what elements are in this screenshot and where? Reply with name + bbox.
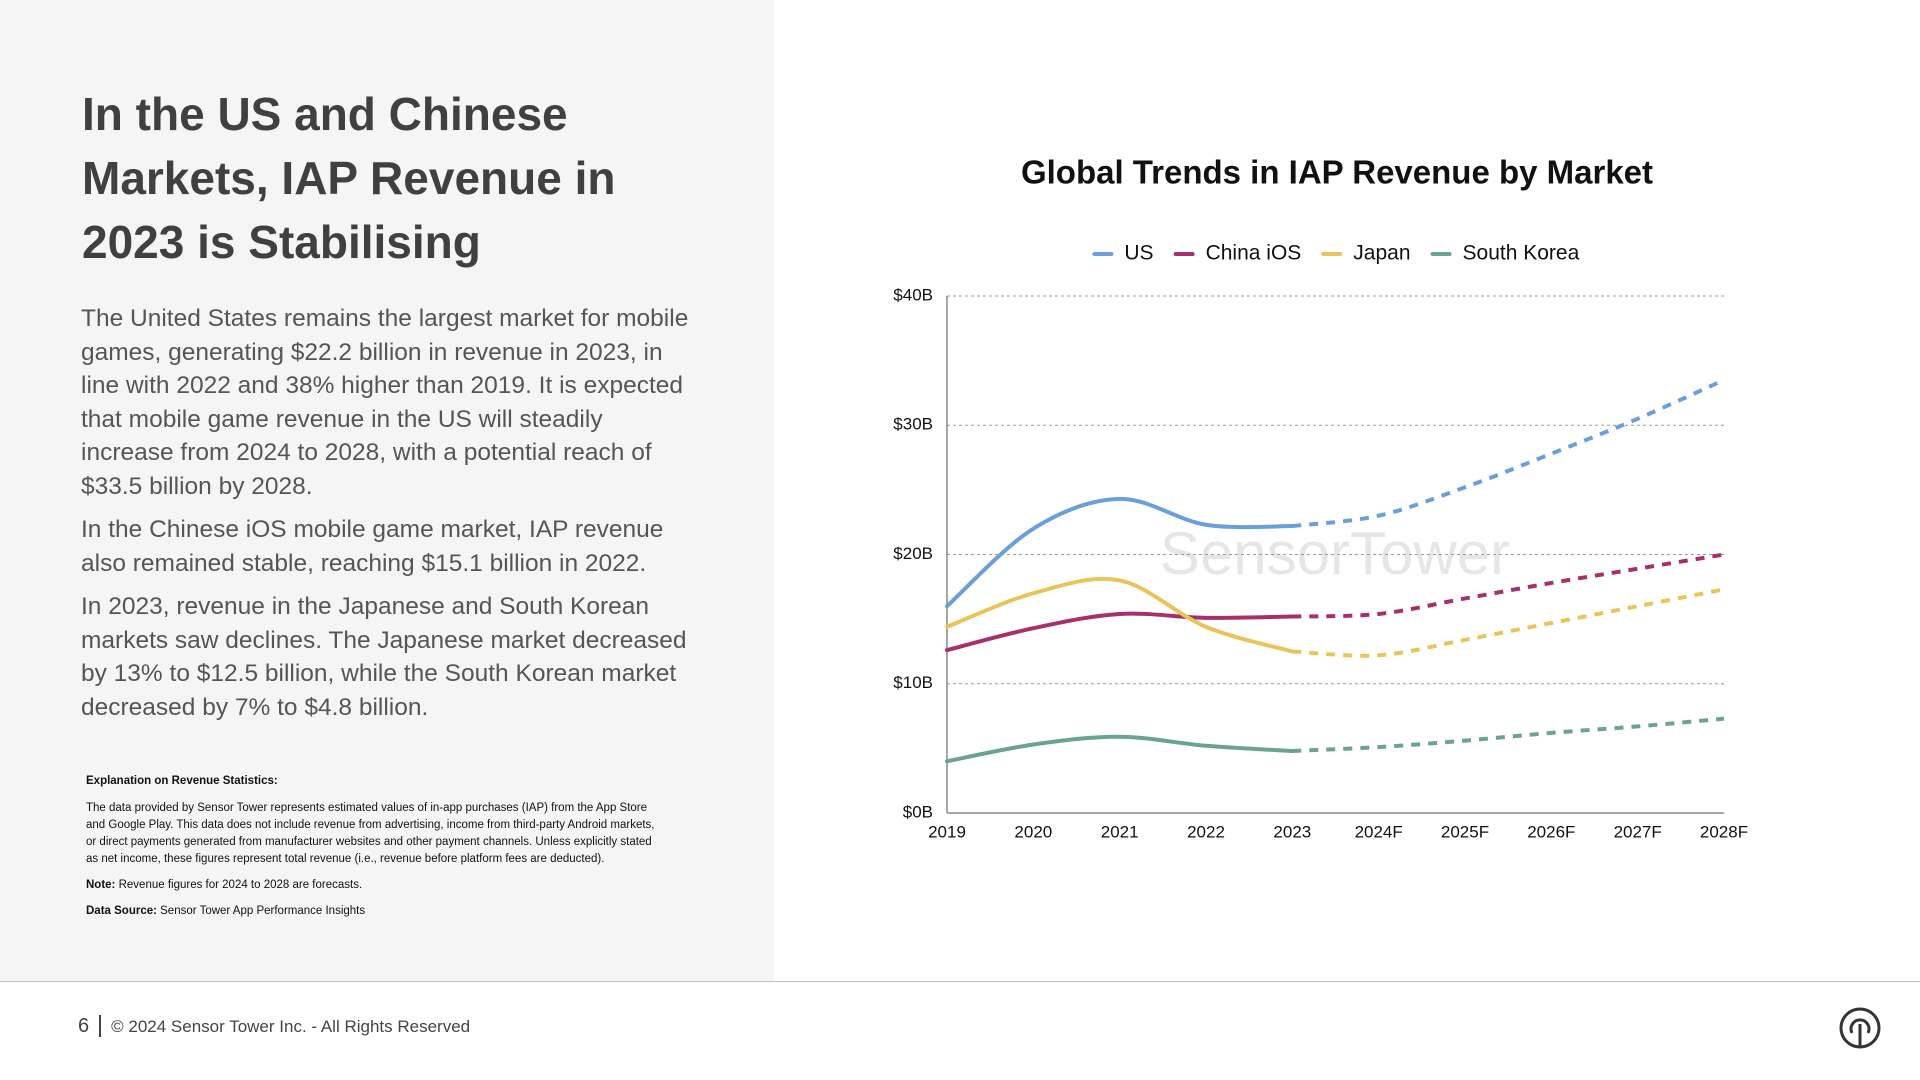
series-line (945, 496, 1295, 609)
legend-label: US (1124, 242, 1153, 265)
y-tick-label: $40B (893, 285, 933, 304)
paragraph: In 2023, revenue in the Japanese and Sou… (81, 593, 687, 721)
series-line (945, 576, 1295, 654)
footer: 6 © 2024 Sensor Tower Inc. - All Rights R… (78, 1015, 470, 1038)
series-line-forecast (1292, 552, 1725, 619)
series-line (945, 611, 1295, 653)
y-tick-label: $20B (893, 544, 933, 563)
legend-label: Japan (1353, 242, 1410, 265)
series-line (945, 734, 1295, 764)
series-line-forecast (1292, 587, 1725, 658)
x-tick-label: 2028F (1700, 822, 1748, 841)
y-tick-label: $30B (893, 415, 933, 434)
chart-title: Global Trends in IAP Revenue by Market (1021, 154, 1653, 191)
watermark: SensorTower (1160, 520, 1510, 587)
x-tick-label: 2024F (1355, 822, 1403, 841)
x-tick-label: 2027F (1614, 822, 1662, 841)
notes-text: The data provided by Sensor Tower repres… (86, 802, 655, 865)
x-tick-label: 2023 (1273, 822, 1311, 841)
series-line-forecast (1292, 716, 1725, 753)
x-tick-label: 2021 (1101, 822, 1139, 841)
x-tick-label: 2026F (1527, 822, 1575, 841)
legend-label: China iOS (1206, 242, 1302, 265)
note-text: Revenue figures for 2024 to 2028 are for… (118, 879, 363, 891)
heading: In the US and Chinese Markets, IAP Reven… (82, 88, 616, 268)
y-tick-label: $0B (903, 802, 933, 821)
series-line-forecast (1292, 378, 1725, 529)
notes-heading: Explanation on Revenue Statistics: (86, 775, 278, 787)
source-text: Sensor Tower App Performance Insights (160, 905, 366, 917)
legend-label: South Korea (1463, 242, 1580, 265)
source-label: Data Source: (86, 905, 157, 917)
paragraph: The United States remains the largest ma… (81, 305, 689, 500)
body-text: The United States remains the largest ma… (81, 302, 701, 734)
notes: Explanation on Revenue Statistics: The d… (86, 773, 656, 929)
footer-rule (0, 981, 1920, 982)
x-tick-label: 2020 (1014, 822, 1052, 841)
note: Note: Revenue figures for 2024 to 2028 a… (86, 877, 656, 894)
note-label: Note: (86, 879, 116, 891)
paragraph: In the Chinese iOS mobile game market, I… (81, 516, 664, 577)
copyright: © 2024 Sensor Tower Inc. - All Rights Re… (111, 1017, 471, 1036)
source: Data Source: Sensor Tower App Performanc… (86, 903, 656, 920)
x-tick-label: 2025F (1441, 822, 1489, 841)
page-number: 6 (78, 1015, 102, 1037)
y-tick-label: $10B (893, 673, 933, 692)
chart: Global Trends in IAP Revenue by Market S… (893, 154, 1748, 842)
left-panel (0, 0, 774, 981)
x-tick-label: 2019 (928, 822, 966, 841)
logo (1839, 1007, 1881, 1049)
x-tick-label: 2022 (1187, 822, 1225, 841)
